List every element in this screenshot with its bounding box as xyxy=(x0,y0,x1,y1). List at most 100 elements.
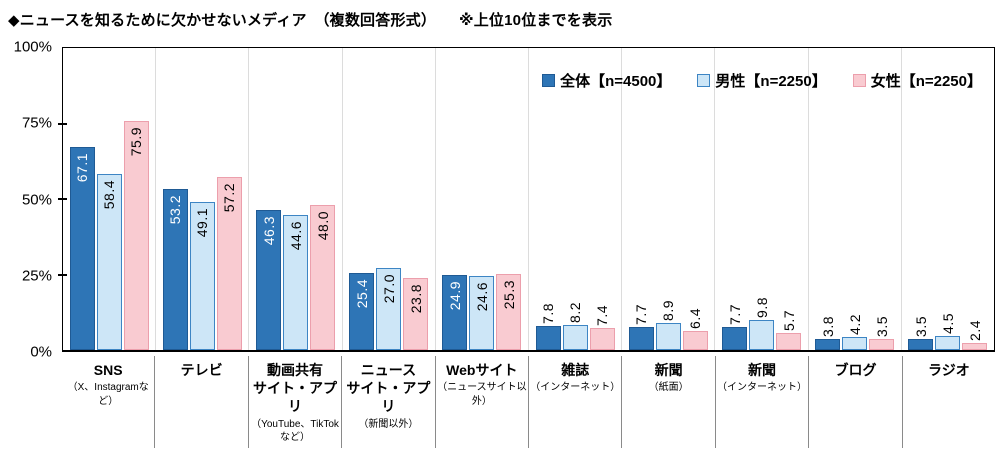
bar-male: 44.6 xyxy=(283,215,308,350)
bar-male: 49.1 xyxy=(189,201,215,350)
value-label: 3.5 xyxy=(912,316,929,338)
value-label: 58.4 xyxy=(101,179,118,209)
legend-item: 女性【n=2250】 xyxy=(852,70,982,91)
category-cell: テレビ xyxy=(154,356,247,448)
x-axis-labels: SNS （X、Instagramなど） テレビ 動画共有 サイト・アプリ （YouTub… xyxy=(62,356,995,448)
value-label: 7.4 xyxy=(594,304,611,326)
value-label: 8.2 xyxy=(567,302,584,324)
bar-total: 7.7 xyxy=(722,304,748,350)
bar-group: 46.3 44.6 48.0 xyxy=(249,48,343,350)
value-label: 57.2 xyxy=(221,183,238,213)
category-main-label: 雑誌 xyxy=(561,362,590,378)
legend: 全体【n=4500】 男性【n=2250】 女性【n=2250】 xyxy=(542,70,982,91)
bar-male: 9.8 xyxy=(749,297,775,350)
category-cell: 雑誌 （インターネット） xyxy=(528,356,621,448)
bar-female: 3.5 xyxy=(869,316,895,350)
category-sub-label: （ニュースサイト以外） xyxy=(437,382,527,407)
bar-total: 3.5 xyxy=(908,316,934,350)
category-main-label: Webサイト xyxy=(446,362,518,378)
value-label: 3.8 xyxy=(819,315,836,337)
bar-female: 75.9 xyxy=(123,120,149,350)
value-label: 7.8 xyxy=(540,303,557,325)
bar-group: 7.8 8.2 7.4 xyxy=(529,48,623,350)
legend-label: 全体【n=4500】 xyxy=(560,73,672,90)
category-main-label: ニュース サイト・アプリ xyxy=(346,362,431,415)
category-sub-label: （YouTube、TikTokなど） xyxy=(251,418,339,444)
value-label: 48.0 xyxy=(314,211,331,241)
category-cell: ブログ xyxy=(808,356,901,448)
category-main-label: テレビ xyxy=(180,362,223,378)
bar-group: 25.4 27.0 23.8 xyxy=(343,48,436,350)
bar-female: 48.0 xyxy=(310,205,335,350)
legend-label: 女性【n=2250】 xyxy=(870,73,982,90)
y-axis-label: 75% xyxy=(21,114,52,132)
legend-swatch-icon xyxy=(697,74,711,87)
y-axis-label: 0% xyxy=(30,343,52,361)
bar-group: 67.1 58.4 75.9 xyxy=(63,48,157,350)
bar-male: 4.2 xyxy=(842,314,868,350)
bar-group: 3.5 4.5 2.4 xyxy=(902,48,994,350)
bar-total: 25.4 xyxy=(349,273,375,350)
legend-swatch-icon xyxy=(542,74,556,87)
category-main-label: 動画共有 サイト・アプリ xyxy=(253,362,338,415)
value-label: 4.2 xyxy=(846,314,863,336)
bar-male: 27.0 xyxy=(376,268,402,350)
value-label: 3.5 xyxy=(873,316,890,338)
value-label: 4.5 xyxy=(939,313,956,335)
category-sub-label: （インターネット） xyxy=(717,382,808,394)
value-label: 46.3 xyxy=(260,216,277,246)
y-axis: 100% 75% 50% 25% 0% xyxy=(0,40,56,360)
value-label: 49.1 xyxy=(194,207,211,237)
category-cell: ニュース サイト・アプリ （新聞以外） xyxy=(341,356,434,448)
tick-mark xyxy=(58,273,67,276)
category-main-label: SNS xyxy=(93,362,123,378)
legend-label: 男性【n=2250】 xyxy=(715,73,827,90)
value-label: 27.0 xyxy=(380,274,397,304)
bar-male: 8.9 xyxy=(655,300,681,350)
value-label: 9.8 xyxy=(753,297,770,319)
category-sub-label: （新聞以外） xyxy=(358,418,419,430)
bar-total: 24.9 xyxy=(442,274,468,350)
value-label: 2.4 xyxy=(966,319,983,341)
category-cell: 新聞 （インターネット） xyxy=(714,356,808,448)
legend-swatch-icon xyxy=(852,74,866,87)
bar-group: 3.8 4.2 3.5 xyxy=(809,48,902,350)
bar-female: 7.4 xyxy=(589,305,615,350)
category-sub-label: （X、Instagramなど） xyxy=(67,382,149,407)
bar-total: 53.2 xyxy=(162,189,188,350)
bar-total: 46.3 xyxy=(256,210,281,350)
value-label: 25.4 xyxy=(353,279,370,309)
category-main-label: ラジオ xyxy=(927,362,970,378)
y-axis-label: 25% xyxy=(21,267,52,285)
legend-item: 男性【n=2250】 xyxy=(697,70,827,91)
bar-group: 7.7 8.9 6.4 xyxy=(622,48,716,350)
tick-mark xyxy=(58,122,67,125)
bar-female: 5.7 xyxy=(776,310,802,350)
y-axis-label: 100% xyxy=(13,38,52,56)
bar-total: 3.8 xyxy=(815,316,841,350)
bar-female: 25.3 xyxy=(496,273,522,350)
value-label: 7.7 xyxy=(633,303,650,325)
value-label: 7.7 xyxy=(726,303,743,325)
value-label: 44.6 xyxy=(287,221,304,251)
value-label: 24.9 xyxy=(446,280,463,311)
category-cell: 新聞 （紙面） xyxy=(621,356,714,448)
bar-total: 67.1 xyxy=(69,147,95,350)
bar-group: 24.9 24.6 25.3 xyxy=(436,48,530,350)
value-label: 5.7 xyxy=(780,309,797,331)
bar-male: 4.5 xyxy=(935,313,961,350)
category-cell: Webサイト （ニュースサイト以外） xyxy=(434,356,528,448)
tick-mark xyxy=(58,198,67,200)
value-label: 24.6 xyxy=(473,281,490,311)
category-sub-label: （紙面） xyxy=(648,382,689,394)
value-label: 53.2 xyxy=(167,195,184,225)
y-axis-label: 50% xyxy=(21,191,52,208)
bar-female: 6.4 xyxy=(682,308,708,350)
legend-item: 全体【n=4500】 xyxy=(542,70,671,91)
category-main-label: ブログ xyxy=(834,362,877,378)
value-label: 67.1 xyxy=(74,153,91,183)
bar-total: 7.7 xyxy=(628,304,654,350)
value-label: 75.9 xyxy=(128,126,145,157)
bar-total: 7.8 xyxy=(535,303,561,350)
